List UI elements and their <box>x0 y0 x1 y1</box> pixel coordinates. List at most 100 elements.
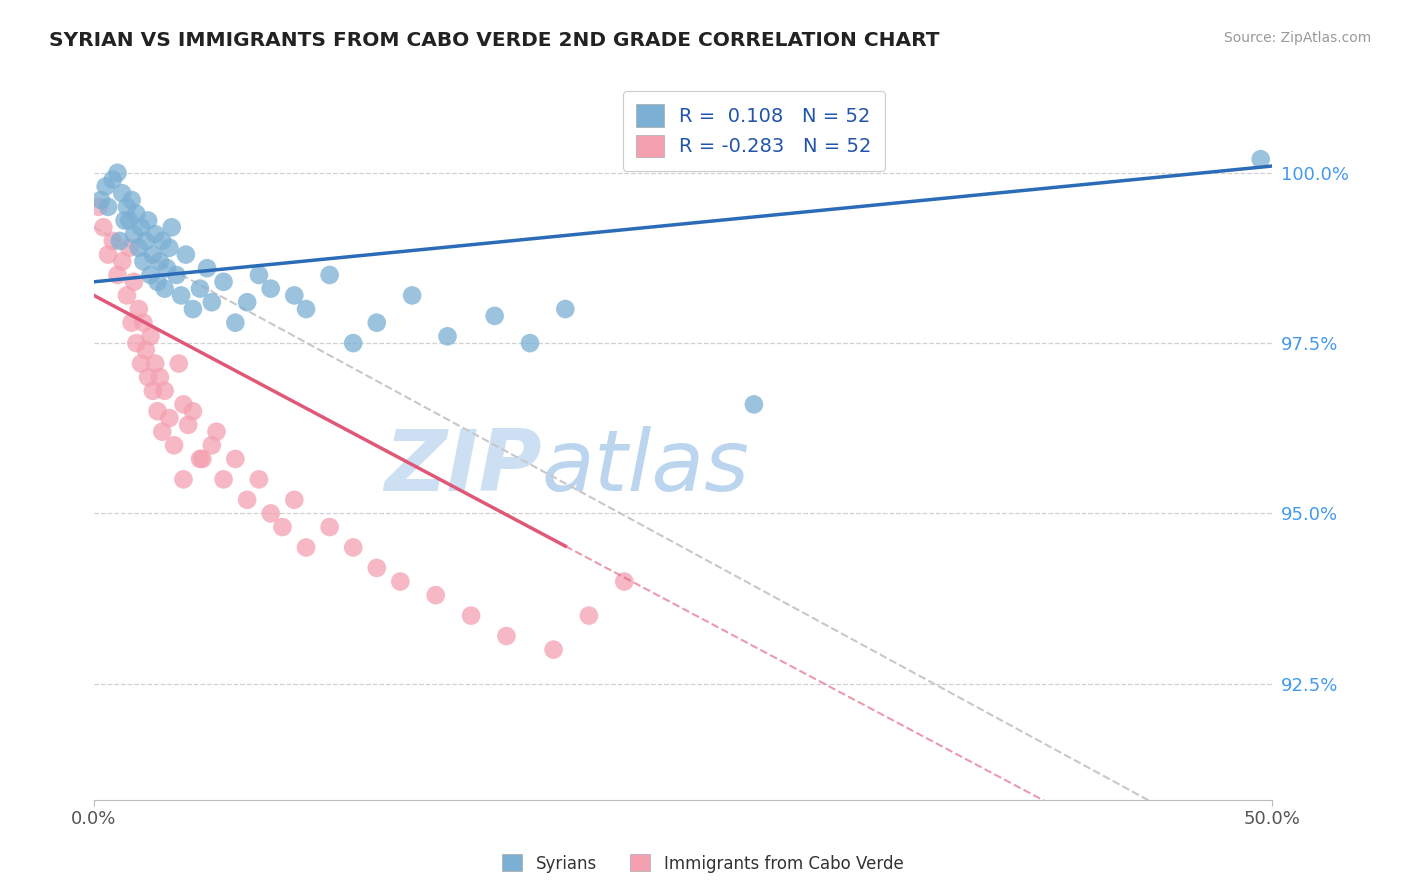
Point <box>149 370 172 384</box>
Legend: R =  0.108   N = 52, R = -0.283   N = 52: R = 0.108 N = 52, R = -0.283 N = 52 <box>623 91 886 170</box>
Point <box>181 301 204 316</box>
Point <box>108 234 131 248</box>
Point <box>125 207 148 221</box>
Point <box>188 451 211 466</box>
Point <box>318 520 340 534</box>
Point <box>366 561 388 575</box>
Point <box>495 629 517 643</box>
Point <box>224 316 246 330</box>
Point <box>742 397 765 411</box>
Point <box>543 642 565 657</box>
Point <box>129 220 152 235</box>
Point <box>205 425 228 439</box>
Point <box>135 343 157 357</box>
Point <box>115 200 138 214</box>
Point <box>157 411 180 425</box>
Point <box>150 234 173 248</box>
Point <box>121 316 143 330</box>
Point <box>342 336 364 351</box>
Point <box>191 451 214 466</box>
Point <box>271 520 294 534</box>
Point <box>153 282 176 296</box>
Legend: Syrians, Immigrants from Cabo Verde: Syrians, Immigrants from Cabo Verde <box>496 847 910 880</box>
Point <box>247 472 270 486</box>
Point <box>425 588 447 602</box>
Point <box>115 288 138 302</box>
Point <box>157 241 180 255</box>
Point <box>436 329 458 343</box>
Point <box>366 316 388 330</box>
Point <box>101 234 124 248</box>
Point <box>460 608 482 623</box>
Point <box>107 268 129 282</box>
Point <box>139 329 162 343</box>
Point <box>613 574 636 589</box>
Point <box>389 574 412 589</box>
Point <box>519 336 541 351</box>
Point <box>170 288 193 302</box>
Point <box>156 261 179 276</box>
Point <box>125 336 148 351</box>
Point <box>283 492 305 507</box>
Point <box>136 370 159 384</box>
Point <box>107 166 129 180</box>
Point <box>87 200 110 214</box>
Text: SYRIAN VS IMMIGRANTS FROM CABO VERDE 2ND GRADE CORRELATION CHART: SYRIAN VS IMMIGRANTS FROM CABO VERDE 2ND… <box>49 31 939 50</box>
Point <box>143 357 166 371</box>
Point <box>118 213 141 227</box>
Point <box>139 268 162 282</box>
Point <box>181 404 204 418</box>
Point <box>318 268 340 282</box>
Point <box>101 172 124 186</box>
Point <box>188 282 211 296</box>
Point <box>129 357 152 371</box>
Point <box>143 227 166 241</box>
Point <box>142 384 165 398</box>
Point <box>94 179 117 194</box>
Point <box>135 234 157 248</box>
Point <box>1250 152 1272 166</box>
Text: ZIP: ZIP <box>384 425 541 508</box>
Point <box>173 397 195 411</box>
Point <box>283 288 305 302</box>
Point <box>177 417 200 432</box>
Point <box>342 541 364 555</box>
Point <box>122 227 145 241</box>
Point <box>149 254 172 268</box>
Text: Source: ZipAtlas.com: Source: ZipAtlas.com <box>1223 31 1371 45</box>
Point <box>111 254 134 268</box>
Point <box>97 247 120 261</box>
Point <box>212 472 235 486</box>
Point <box>554 301 576 316</box>
Point <box>247 268 270 282</box>
Point <box>128 301 150 316</box>
Point <box>146 404 169 418</box>
Point <box>111 186 134 201</box>
Point <box>236 492 259 507</box>
Point <box>295 541 318 555</box>
Point <box>122 275 145 289</box>
Point <box>150 425 173 439</box>
Point <box>97 200 120 214</box>
Text: atlas: atlas <box>541 425 749 508</box>
Point <box>212 275 235 289</box>
Point <box>118 241 141 255</box>
Point <box>114 213 136 227</box>
Point <box>260 282 283 296</box>
Point <box>90 193 112 207</box>
Point <box>201 295 224 310</box>
Point <box>295 301 318 316</box>
Point <box>160 220 183 235</box>
Point <box>224 451 246 466</box>
Point <box>173 472 195 486</box>
Point <box>128 241 150 255</box>
Point <box>93 220 115 235</box>
Point <box>174 247 197 261</box>
Point <box>121 193 143 207</box>
Point <box>167 357 190 371</box>
Point <box>201 438 224 452</box>
Point <box>165 268 187 282</box>
Point <box>132 254 155 268</box>
Point <box>578 608 600 623</box>
Point <box>484 309 506 323</box>
